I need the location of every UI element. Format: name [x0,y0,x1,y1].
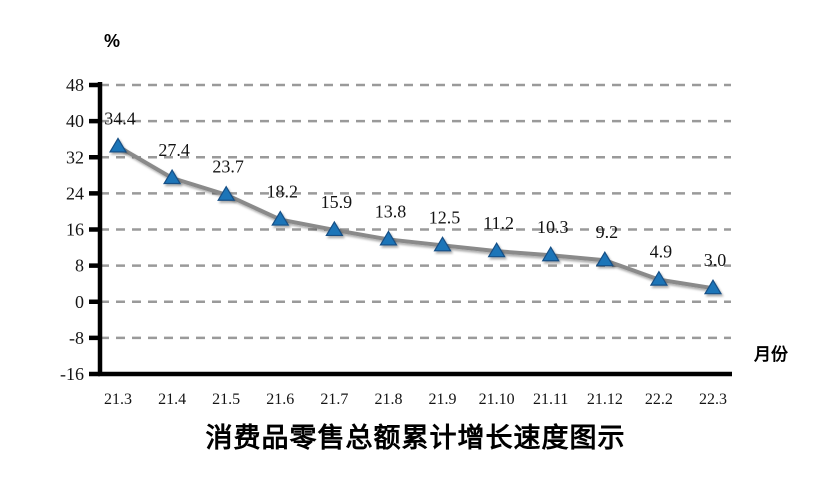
data-point-marker [271,210,290,226]
y-tick-label: 8 [75,256,84,276]
chart-title: 消费品零售总额累计增长速度图示 [205,423,626,453]
x-tick-label: 21.8 [374,391,402,408]
data-point-label: 10.3 [537,217,569,237]
y-tick-label: 24 [66,183,84,203]
data-point-label: 34.4 [104,108,136,128]
data-point-marker [108,137,128,153]
data-point-marker [163,168,182,185]
y-tick-label: -8 [69,328,84,348]
x-tick-label: 22.3 [699,391,727,408]
data-point-marker [325,220,344,237]
data-point-marker [217,185,236,201]
data-point-label: 12.5 [429,207,461,227]
data-point-marker [541,246,560,262]
data-point-marker [595,251,614,267]
data-point-label: 9.2 [596,222,619,242]
data-point-label: 13.8 [375,201,407,221]
data-point-label: 15.9 [321,192,353,212]
y-tick-label: -16 [60,364,84,384]
x-tick-label: 21.9 [429,391,457,408]
y-tick-label: 32 [66,147,84,167]
data-point-label: 23.7 [212,157,244,177]
x-tick-label: 21.12 [587,391,623,408]
x-tick-label: 21.3 [104,391,132,408]
data-point-label: 27.4 [158,140,190,160]
x-tick-label: 21.5 [212,391,240,408]
x-tick-label: 22.2 [645,391,673,408]
data-point-marker [703,279,723,295]
x-tick-label: 21.10 [479,391,515,408]
y-tick-label: 16 [66,220,84,240]
x-tick-label: 21.6 [266,391,294,408]
data-point-label: 11.2 [483,213,514,233]
y-tick-label: 40 [66,111,84,131]
data-point-marker [433,236,452,252]
x-tick-label: 21.11 [533,391,568,408]
x-axis-unit-label: 月份 [754,345,788,364]
x-tick-label: 21.7 [320,391,348,408]
x-tick-label: 21.4 [158,391,186,408]
y-tick-label: 48 [66,75,84,95]
series-line [116,144,715,291]
data-point-label: 4.9 [650,242,673,262]
data-point-marker [649,270,668,286]
data-point-label: 3.0 [704,250,727,270]
data-point-label: 18.2 [267,182,299,202]
data-point-marker [379,230,398,246]
data-point-marker [487,241,506,258]
y-axis-unit-label: % [104,31,121,51]
y-tick-label: 0 [75,292,84,312]
